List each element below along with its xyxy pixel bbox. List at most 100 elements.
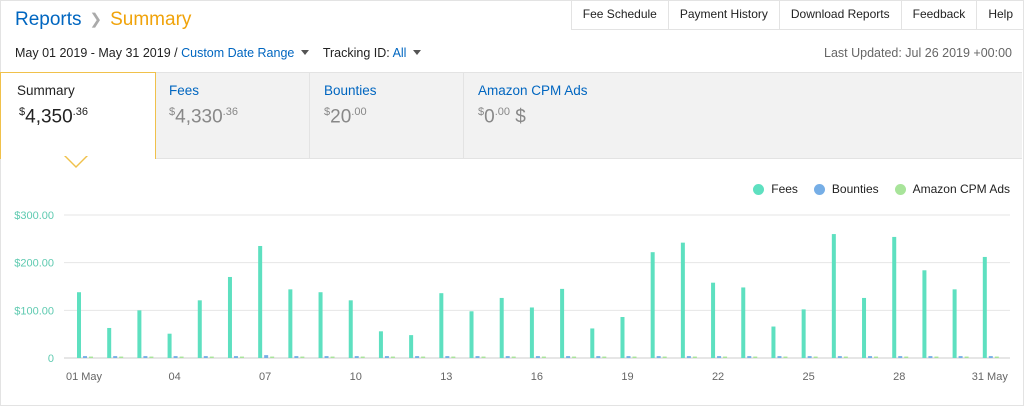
fees-bar — [409, 335, 414, 358]
cpm-bar — [421, 356, 426, 358]
bounties-bar — [264, 355, 269, 358]
cpm-bar — [843, 356, 848, 358]
cpm-bar — [692, 356, 697, 358]
x-tick-label: 07 — [259, 371, 271, 383]
tracking-id-label: Tracking ID: — [322, 46, 390, 60]
custom-date-range-label: Custom Date Range — [181, 46, 295, 60]
chart-legend: Fees Bounties Amazon CPM Ads — [737, 182, 1010, 196]
bounties-bar — [535, 356, 540, 358]
bounties-bar — [294, 356, 299, 358]
breadcrumb: Reports ❯ Summary — [15, 9, 191, 31]
tab-bounties-label: Bounties — [324, 83, 377, 98]
cpm-bar — [541, 356, 546, 358]
fees-bar — [318, 292, 323, 358]
tab-fees[interactable]: Fees $4,330.36 — [155, 73, 310, 158]
x-tick-label: 19 — [621, 371, 633, 383]
fees-bar — [862, 297, 867, 358]
download-reports-link[interactable]: Download Reports — [780, 0, 902, 29]
cpm-bar — [602, 356, 607, 358]
custom-date-range-dropdown[interactable]: Custom Date Range — [181, 46, 310, 60]
tracking-id-dropdown[interactable]: All — [393, 46, 422, 60]
feedback-link[interactable]: Feedback — [902, 0, 978, 29]
bounties-bar — [717, 356, 722, 358]
cpm-bar — [360, 356, 365, 358]
y-tick-label: $300.00 — [14, 210, 54, 222]
help-link[interactable]: Help — [988, 7, 1013, 21]
cpm-bar — [813, 356, 818, 358]
x-tick-label: 25 — [803, 371, 815, 383]
bounties-bar — [928, 356, 933, 358]
fees-bar — [590, 328, 595, 358]
legend-cpm[interactable]: Amazon CPM Ads — [894, 182, 1010, 196]
cpm-bar — [994, 356, 999, 358]
x-tick-label: 10 — [350, 371, 362, 383]
tab-cpm-label: Amazon CPM Ads — [478, 83, 588, 98]
date-filter-bar: May 01 2019 - May 31 2019 / Custom Date … — [15, 46, 422, 60]
cpm-bar — [632, 356, 637, 358]
bounties-bar — [868, 356, 873, 358]
tab-summary[interactable]: Summary $4,350.36 — [0, 72, 156, 159]
bounties-bar — [324, 356, 329, 358]
cpm-bar — [149, 356, 154, 358]
legend-cpm-dot — [894, 183, 906, 195]
cpm-bar — [330, 356, 335, 358]
legend-bounties-dot — [813, 183, 825, 195]
tab-cpm-value: $0.00 $ — [478, 106, 526, 128]
fees-bar — [288, 289, 293, 358]
fees-bar — [499, 297, 504, 358]
bounties-bar — [83, 356, 87, 358]
last-updated-text: Last Updated: Jul 26 2019 +00:00 — [824, 46, 1012, 60]
chevron-right-icon: ❯ — [89, 11, 103, 28]
breadcrumb-reports-link[interactable]: Reports — [15, 9, 82, 30]
tab-bounties[interactable]: Bounties $20.00 — [310, 73, 464, 158]
fees-bar — [77, 292, 81, 358]
bounties-bar — [807, 356, 812, 358]
cpm-bar — [662, 356, 667, 358]
tab-amazon-cpm-ads[interactable]: Amazon CPM Ads $0.00 $ — [464, 73, 619, 158]
caret-down-icon — [301, 50, 310, 56]
cpm-bar — [481, 356, 486, 358]
y-tick-label: 0 — [48, 353, 54, 365]
bounties-bar — [777, 356, 782, 358]
bounties-bar — [747, 356, 752, 358]
date-range-text: May 01 2019 - May 31 2019 / — [15, 46, 178, 60]
legend-fees-dot — [753, 183, 765, 195]
fees-bar — [197, 300, 202, 358]
cpm-bar — [451, 356, 456, 358]
legend-cpm-label: Amazon CPM Ads — [912, 182, 1010, 196]
fees-bar — [348, 300, 353, 358]
y-tick-label: $200.00 — [14, 258, 54, 270]
fee-schedule-link[interactable]: Fee Schedule — [572, 0, 669, 29]
x-tick-label: 28 — [893, 371, 905, 383]
tab-summary-label: Summary — [17, 83, 75, 98]
breadcrumb-summary: Summary — [110, 9, 192, 30]
bounties-bar — [354, 356, 359, 358]
legend-fees[interactable]: Fees — [753, 182, 798, 196]
fees-bar — [801, 309, 806, 358]
cpm-bar — [511, 356, 516, 358]
earnings-bar-chart: $300.00 $200.00 $100.00 0 01 May 04 07 10 13 16 19… — [14, 210, 1010, 383]
cpm-bar — [119, 356, 124, 358]
fees-bar — [469, 311, 474, 358]
top-navigation: Fee Schedule Payment History Download Re… — [570, 0, 1024, 30]
bounties-bar — [233, 356, 238, 358]
legend-fees-label: Fees — [771, 182, 798, 196]
tab-fees-value: $4,330.36 — [169, 106, 238, 128]
fees-bar — [560, 288, 565, 358]
bounties-bar — [686, 356, 691, 358]
fees-bar — [107, 327, 112, 358]
cpm-bar — [179, 356, 184, 358]
tracking-id-value: All — [392, 46, 407, 60]
caret-down-icon — [413, 50, 422, 56]
fees-bar — [439, 293, 444, 358]
bounties-bar — [173, 356, 178, 358]
fees-bar — [258, 245, 263, 358]
bounties-bar — [898, 356, 903, 358]
fees-bar — [620, 317, 625, 358]
bounties-bar — [113, 356, 118, 358]
legend-bounties-label: Bounties — [831, 182, 879, 196]
payment-history-link[interactable]: Payment History — [669, 0, 780, 29]
bounties-bar — [445, 356, 450, 358]
legend-bounties[interactable]: Bounties — [813, 182, 879, 196]
bounties-bar — [415, 356, 420, 358]
